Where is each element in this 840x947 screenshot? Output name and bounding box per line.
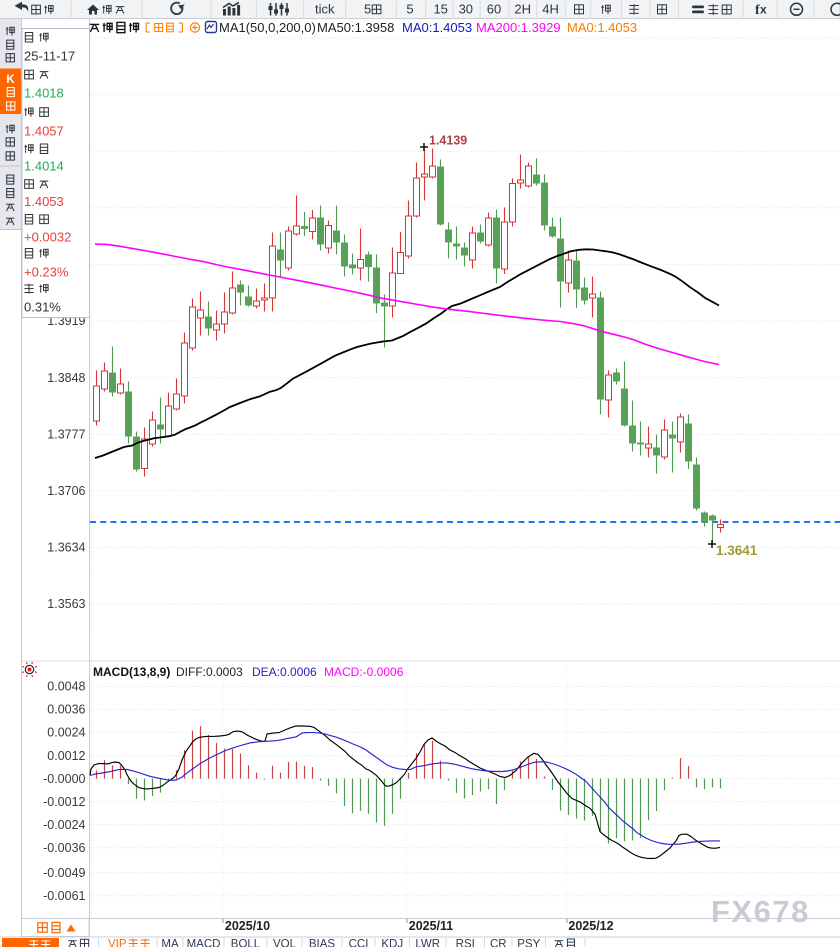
svg-text:5: 5	[364, 2, 371, 17]
svg-text:CCI: CCI	[349, 939, 369, 947]
svg-text:-0.0036: -0.0036	[43, 841, 85, 855]
svg-text:PSY: PSY	[517, 939, 540, 947]
svg-text:2025/12: 2025/12	[568, 919, 613, 933]
svg-text:-0.0024: -0.0024	[43, 818, 85, 832]
svg-text:MA200:1.3929: MA200:1.3929	[476, 20, 561, 35]
svg-text:K: K	[6, 74, 15, 86]
svg-text:1.3563: 1.3563	[47, 597, 85, 611]
svg-text:1.3777: 1.3777	[47, 427, 85, 441]
svg-text:5: 5	[406, 2, 413, 17]
svg-text:MA0:1.4053: MA0:1.4053	[567, 20, 637, 35]
svg-text:FX678: FX678	[711, 894, 810, 929]
svg-text:VIP: VIP	[108, 939, 127, 947]
svg-text:DEA:0.0006: DEA:0.0006	[252, 665, 317, 679]
svg-text:MACD:-0.0006: MACD:-0.0006	[324, 665, 404, 679]
svg-text:0.0012: 0.0012	[47, 749, 85, 763]
svg-text:BOLL: BOLL	[231, 939, 261, 947]
svg-text:0.31%: 0.31%	[24, 300, 61, 315]
svg-text:KDJ: KDJ	[381, 939, 403, 947]
svg-text:15: 15	[433, 2, 447, 17]
svg-text:DIFF:0.0003: DIFF:0.0003	[176, 665, 243, 679]
svg-text:4H: 4H	[542, 2, 559, 17]
svg-text:CR: CR	[490, 939, 507, 947]
svg-text:LWR: LWR	[415, 939, 440, 947]
svg-text:+0.23%: +0.23%	[24, 265, 69, 280]
svg-text:1.3848: 1.3848	[47, 371, 85, 385]
svg-text:-0.0000: -0.0000	[43, 772, 85, 786]
svg-text:25-11-17: 25-11-17	[24, 49, 75, 64]
svg-text:RSI: RSI	[456, 939, 475, 947]
svg-text:1.3634: 1.3634	[47, 541, 85, 555]
svg-text:-0.0012: -0.0012	[43, 795, 85, 809]
svg-text:1.3641: 1.3641	[716, 543, 758, 558]
svg-text:2025/10: 2025/10	[225, 919, 270, 933]
svg-text:1.4139: 1.4139	[429, 134, 467, 148]
svg-text:1.3706: 1.3706	[47, 484, 85, 498]
svg-text:MA50:1.3958: MA50:1.3958	[317, 20, 394, 35]
svg-text:0.0024: 0.0024	[47, 726, 85, 740]
svg-text:2025/11: 2025/11	[409, 919, 454, 933]
svg-text:BIAS: BIAS	[309, 939, 336, 947]
svg-text:MA1(50,0,200,0): MA1(50,0,200,0)	[219, 20, 316, 35]
svg-text:1.4018: 1.4018	[24, 85, 64, 100]
svg-text:MA0:1.4053: MA0:1.4053	[402, 20, 472, 35]
svg-text:1.4057: 1.4057	[24, 123, 64, 138]
svg-text:+0.0032: +0.0032	[24, 229, 71, 244]
svg-text:VOL: VOL	[273, 939, 297, 947]
svg-text:-0.0061: -0.0061	[43, 889, 85, 903]
svg-text:60: 60	[487, 2, 501, 17]
svg-text:1.4014: 1.4014	[24, 159, 64, 174]
svg-text:30: 30	[459, 2, 473, 17]
svg-text:tick: tick	[315, 2, 335, 17]
svg-text:2H: 2H	[514, 2, 531, 17]
svg-text:0.0036: 0.0036	[47, 703, 85, 717]
svg-text:1.4053: 1.4053	[24, 194, 64, 209]
svg-text:x: x	[760, 3, 767, 17]
svg-text:MACD: MACD	[187, 939, 221, 947]
svg-text:MA: MA	[161, 939, 179, 947]
svg-text:f: f	[755, 3, 760, 18]
svg-text:-0.0049: -0.0049	[43, 866, 85, 880]
svg-text:0.0048: 0.0048	[47, 680, 85, 694]
svg-text:MACD(13,8,9): MACD(13,8,9)	[93, 665, 170, 679]
